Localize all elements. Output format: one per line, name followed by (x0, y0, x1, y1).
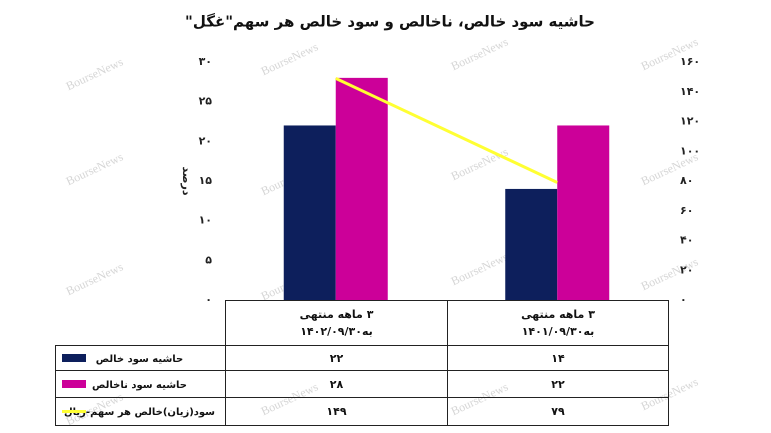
table-corner (55, 300, 226, 346)
table-value: ۲۲ (225, 345, 448, 371)
y2-tick-label: ۱۲۰ (680, 115, 700, 128)
y-tick-label: ۱۵ (199, 174, 213, 187)
category-label: ۳ ماهه منتهی به۱۴۰۱/۰۹/۳۰ (447, 300, 669, 346)
y-tick-label: ۳۰ (199, 55, 212, 68)
watermark: BourseNews (64, 259, 126, 298)
table-value: ۷۹ (447, 397, 669, 426)
y2-tick-label: ۲۰ (680, 263, 693, 276)
table-value: ۱۴۹ (225, 397, 448, 426)
table-header-row: ۳ ماهه منتهی به۱۴۰۲/۰۹/۳۰ ۳ ماهه منتهی به… (55, 300, 669, 346)
table-value: ۱۴ (447, 345, 669, 371)
y2-tick-label: ۸۰ (680, 174, 693, 187)
table-row: سود(زیان)خالص هر سهم-ریال ۱۴۹ ۷۹ (55, 397, 669, 426)
y-tick-label: ۲۵ (199, 95, 213, 108)
legend-label: سود(زیان)خالص هر سهم-ریال (63, 407, 216, 418)
watermark: BourseNews (259, 39, 321, 78)
y-axis-label: درصد (180, 167, 193, 196)
bar (283, 125, 336, 300)
table-row: حاشیه سود ناخالص ۲۸ ۲۲ (55, 370, 669, 398)
y-tick-label: ۰ (205, 293, 212, 306)
bar (335, 77, 388, 300)
y2-tick-label: ۱۴۰ (680, 85, 700, 98)
chart-title: حاشیه سود خالص، ناخالص و سود خالص هر سهم… (185, 13, 595, 31)
y2-tick-label: ۴۰ (680, 234, 693, 247)
y-tick-label: ۲۰ (199, 134, 212, 147)
watermark: BourseNews (449, 34, 511, 73)
legend-cell: حاشیه سود خالص (55, 345, 226, 371)
watermark: BourseNews (64, 149, 126, 188)
y2-tick-label: ۱۶۰ (680, 55, 700, 68)
table-value: ۲۸ (225, 370, 448, 398)
line-series (335, 77, 558, 184)
legend-cell: سود(زیان)خالص هر سهم-ریال (55, 397, 226, 426)
table-value: ۲۲ (447, 370, 669, 398)
legend-swatch (62, 354, 86, 362)
y2-tick-label: ۰ (680, 293, 687, 306)
legend-swatch (62, 380, 86, 388)
y2-tick-label: ۶۰ (680, 204, 693, 217)
watermark: BourseNews (64, 54, 126, 93)
watermark: BourseNews (449, 249, 511, 288)
category-label: ۳ ماهه منتهی به۱۴۰۲/۰۹/۳۰ (225, 300, 448, 346)
bar (557, 125, 610, 300)
watermark: BourseNews (449, 144, 511, 183)
legend-cell: حاشیه سود ناخالص (55, 370, 226, 398)
bar (505, 188, 558, 300)
legend-label: حاشیه سود خالص (95, 353, 184, 365)
y-tick-label: ۵ (205, 253, 212, 266)
y2-tick-label: ۱۰۰ (680, 144, 700, 157)
data-table: ۳ ماهه منتهی به۱۴۰۲/۰۹/۳۰ ۳ ماهه منتهی به… (55, 300, 669, 426)
table-row: حاشیه سود خالص ۲۲ ۱۴ (55, 345, 669, 371)
legend-swatch (62, 410, 86, 413)
y-tick-label: ۱۰ (199, 214, 212, 227)
legend-label: حاشیه سود ناخالص (91, 379, 187, 391)
